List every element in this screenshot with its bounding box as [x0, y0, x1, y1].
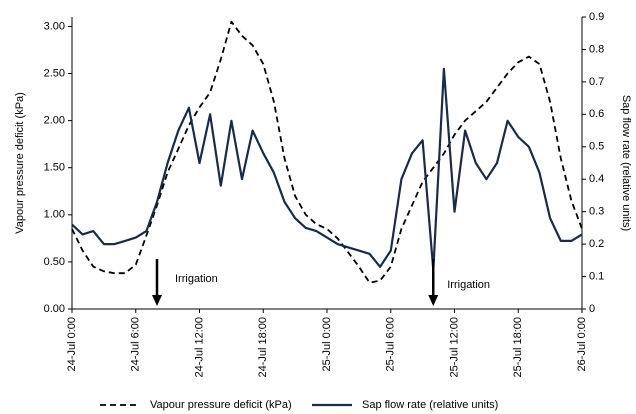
- annotation-label: Irrigation: [447, 279, 490, 291]
- x-tick-label: 25-Jul 12:00: [448, 317, 460, 378]
- y2-tick-label: 0.8: [589, 43, 604, 55]
- y2-tick-label: 0: [589, 303, 595, 315]
- y-tick-label: 2.00: [44, 115, 65, 127]
- y2-tick-label: 0.5: [589, 141, 604, 153]
- annotation-label: Irrigation: [175, 273, 218, 285]
- y-tick-label: 1.50: [44, 162, 65, 174]
- y-tick-label: 0.00: [44, 303, 65, 315]
- legend-label: Vapour pressure deficit (kPa): [150, 399, 292, 411]
- y2-tick-label: 0.4: [589, 173, 604, 185]
- series-line: [71, 67, 583, 272]
- x-tick-label: 25-Jul 0:00: [321, 317, 333, 371]
- x-tick-label: 24-Jul 6:00: [130, 317, 142, 371]
- y-axis-title: Vapour pressure deficit (kPa): [14, 92, 26, 234]
- legend-label: Sap flow rate (relative units): [362, 399, 498, 411]
- x-tick-label: 25-Jul 6:00: [385, 317, 397, 371]
- y-tick-label: 2.50: [44, 67, 65, 79]
- x-tick-label: 26-Jul 0:00: [576, 317, 588, 371]
- x-tick-label: 24-Jul 0:00: [66, 317, 78, 371]
- y2-tick-label: 0.9: [589, 11, 604, 23]
- x-tick-label: 25-Jul 18:00: [512, 317, 524, 378]
- x-tick-label: 24-Jul 18:00: [257, 317, 269, 378]
- annotation-arrowhead: [428, 295, 439, 306]
- y2-tick-label: 0.3: [589, 206, 604, 218]
- y2-tick-label: 0.1: [589, 270, 604, 282]
- y2-axis-title: Sap flow rate (relative units): [620, 95, 632, 231]
- y2-tick-label: 0.2: [589, 238, 604, 250]
- y2-tick-label: 0.7: [589, 76, 604, 88]
- y2-tick-label: 0.6: [589, 108, 604, 120]
- y-tick-label: 1.00: [44, 209, 65, 221]
- y-tick-label: 0.50: [44, 256, 65, 268]
- y-tick-label: 3.00: [44, 20, 65, 32]
- annotation-arrowhead: [152, 295, 162, 306]
- x-tick-label: 24-Jul 12:00: [193, 317, 205, 378]
- series-line: [71, 20, 583, 284]
